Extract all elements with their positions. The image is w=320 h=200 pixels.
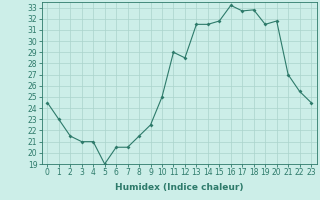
- X-axis label: Humidex (Indice chaleur): Humidex (Indice chaleur): [115, 183, 244, 192]
